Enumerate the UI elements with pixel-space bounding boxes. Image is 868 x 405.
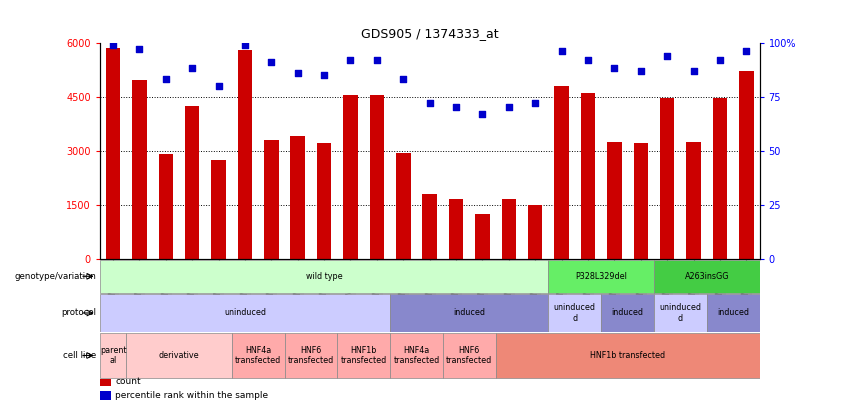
- Bar: [443, 333, 496, 378]
- Text: percentile rank within the sample: percentile rank within the sample: [115, 391, 268, 400]
- Point: [212, 83, 226, 89]
- Text: parent
al: parent al: [100, 346, 126, 365]
- Point: [238, 41, 252, 48]
- Point: [423, 100, 437, 107]
- Text: uninduced
d: uninduced d: [660, 303, 701, 323]
- Bar: [654, 294, 707, 332]
- Bar: [549, 294, 602, 332]
- Bar: [232, 333, 285, 378]
- Bar: [602, 294, 654, 332]
- Bar: [291, 136, 305, 259]
- Bar: [555, 86, 569, 259]
- Bar: [317, 143, 332, 259]
- Bar: [660, 98, 674, 259]
- Point: [555, 48, 569, 54]
- Text: HNF6
transfected: HNF6 transfected: [446, 346, 492, 365]
- Bar: [390, 333, 443, 378]
- Bar: [449, 199, 464, 259]
- Bar: [707, 294, 760, 332]
- Bar: [634, 143, 648, 259]
- Point: [713, 57, 727, 63]
- Bar: [687, 142, 700, 259]
- Bar: [126, 333, 232, 378]
- Point: [581, 57, 595, 63]
- Bar: [238, 50, 253, 259]
- Bar: [390, 294, 549, 332]
- Bar: [528, 205, 542, 259]
- Bar: [713, 98, 727, 259]
- Bar: [654, 260, 760, 293]
- Text: induced: induced: [612, 309, 643, 318]
- Bar: [100, 260, 549, 293]
- Bar: [502, 199, 516, 259]
- Point: [476, 111, 490, 117]
- Bar: [338, 333, 390, 378]
- Bar: [159, 154, 173, 259]
- Point: [634, 67, 648, 74]
- Point: [529, 100, 542, 107]
- Bar: [739, 71, 753, 259]
- Bar: [100, 377, 111, 386]
- Bar: [285, 333, 338, 378]
- Text: HNF4a
transfected: HNF4a transfected: [393, 346, 439, 365]
- Point: [265, 59, 279, 65]
- Point: [449, 104, 463, 111]
- Bar: [211, 160, 226, 259]
- Bar: [264, 140, 279, 259]
- Text: HNF6
transfected: HNF6 transfected: [288, 346, 334, 365]
- Title: GDS905 / 1374333_at: GDS905 / 1374333_at: [361, 27, 498, 40]
- Point: [159, 76, 173, 83]
- Bar: [132, 80, 147, 259]
- Point: [370, 57, 384, 63]
- Point: [185, 65, 199, 72]
- Point: [133, 46, 147, 52]
- Bar: [370, 95, 385, 259]
- Point: [661, 52, 674, 59]
- Point: [502, 104, 516, 111]
- Bar: [607, 142, 621, 259]
- Point: [397, 76, 411, 83]
- Bar: [100, 294, 390, 332]
- Bar: [185, 106, 200, 259]
- Text: cell line: cell line: [63, 351, 96, 360]
- Bar: [396, 153, 411, 259]
- Text: protocol: protocol: [62, 309, 96, 318]
- Bar: [475, 214, 490, 259]
- Bar: [423, 194, 437, 259]
- Point: [687, 67, 700, 74]
- Bar: [100, 391, 111, 400]
- Point: [608, 65, 621, 72]
- Text: induced: induced: [453, 309, 485, 318]
- Text: genotype/variation: genotype/variation: [15, 272, 96, 281]
- Text: P328L329del: P328L329del: [575, 272, 627, 281]
- Point: [344, 57, 358, 63]
- Point: [106, 41, 120, 48]
- Point: [317, 72, 331, 78]
- Bar: [581, 93, 595, 259]
- Point: [740, 48, 753, 54]
- Text: HNF1b transfected: HNF1b transfected: [590, 351, 665, 360]
- Text: uninduced: uninduced: [224, 309, 266, 318]
- Text: HNF4a
transfected: HNF4a transfected: [235, 346, 281, 365]
- Text: uninduced
d: uninduced d: [554, 303, 595, 323]
- Text: derivative: derivative: [159, 351, 200, 360]
- Bar: [100, 333, 126, 378]
- Text: HNF1b
transfected: HNF1b transfected: [340, 346, 387, 365]
- Text: A263insGG: A263insGG: [685, 272, 729, 281]
- Bar: [496, 333, 760, 378]
- Point: [291, 70, 305, 76]
- Text: count: count: [115, 377, 141, 386]
- Text: induced: induced: [717, 309, 749, 318]
- Bar: [549, 260, 654, 293]
- Bar: [106, 48, 121, 259]
- Text: wild type: wild type: [306, 272, 342, 281]
- Bar: [343, 95, 358, 259]
